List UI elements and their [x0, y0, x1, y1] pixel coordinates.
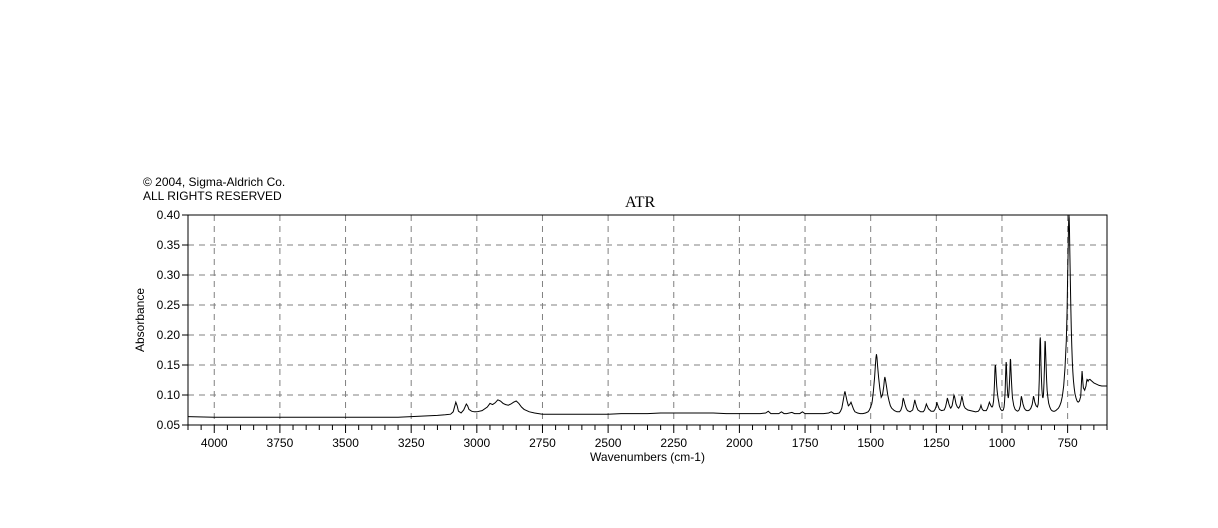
y-tick-label: 0.15 [157, 358, 181, 372]
y-tick-label: 0.25 [157, 298, 181, 312]
x-tick-label: 3250 [398, 436, 425, 450]
y-tick-label: 0.20 [157, 328, 181, 342]
x-tick-label: 1250 [923, 436, 950, 450]
y-tick-label: 0.10 [157, 388, 181, 402]
y-tick-label: 0.35 [157, 238, 181, 252]
x-tick-label: 3750 [267, 436, 294, 450]
x-tick-label: 2500 [595, 436, 622, 450]
x-tick-label: 2750 [529, 436, 556, 450]
x-tick-label: 1500 [857, 436, 884, 450]
y-tick-label: 0.30 [157, 268, 181, 282]
x-tick-label: 4000 [201, 436, 228, 450]
x-tick-label: 2000 [726, 436, 753, 450]
x-tick-label: 750 [1058, 436, 1078, 450]
x-axis-label: Wavenumbers (cm-1) [590, 450, 705, 464]
spectrum-chart: 0.05 0.10 0.15 0.20 0.25 0.30 0.35 0.40 750 1000 1… [0, 0, 1218, 528]
x-tick-label: 1750 [792, 436, 819, 450]
x-tick-label: 3500 [332, 436, 359, 450]
plot-border [188, 215, 1107, 425]
x-tick-label: 2250 [660, 436, 687, 450]
y-tick-label: 0.05 [157, 418, 181, 432]
x-tick-label: 3000 [463, 436, 490, 450]
x-tick-label: 1000 [989, 436, 1016, 450]
y-axis-label: Absorbance [133, 288, 147, 352]
y-tick-label: 0.40 [157, 208, 181, 222]
